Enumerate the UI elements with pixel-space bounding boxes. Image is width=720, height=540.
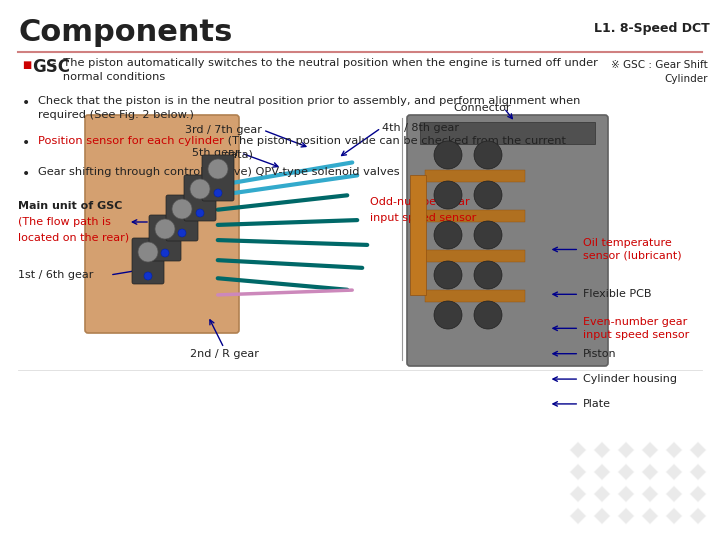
Text: Cylinder housing: Cylinder housing	[583, 374, 678, 384]
Polygon shape	[593, 508, 611, 524]
Polygon shape	[593, 464, 611, 481]
Bar	[425, 210, 525, 222]
Text: 4th / 8th gear: 4th / 8th gear	[382, 123, 459, 133]
Circle shape	[144, 272, 152, 280]
Bar	[420, 122, 595, 144]
Polygon shape	[570, 485, 586, 502]
Text: (The piston position value can be checked from the current
data): (The piston position value can be checke…	[224, 136, 566, 160]
Text: ※ GSC : Gear Shift
Cylinder: ※ GSC : Gear Shift Cylinder	[611, 60, 708, 84]
Circle shape	[196, 209, 204, 217]
Text: 3rd / 7th gear: 3rd / 7th gear	[185, 125, 262, 135]
Circle shape	[155, 219, 175, 239]
Text: Oil temperature
sensor (lubricant): Oil temperature sensor (lubricant)	[583, 238, 682, 261]
Text: Flexible PCB: Flexible PCB	[583, 289, 652, 299]
Text: GSC: GSC	[32, 58, 70, 76]
Text: 2nd / R gear: 2nd / R gear	[189, 349, 258, 359]
Polygon shape	[642, 485, 658, 502]
FancyBboxPatch shape	[202, 155, 234, 201]
Text: located on the rear): located on the rear)	[18, 233, 129, 243]
Circle shape	[190, 179, 210, 199]
Bar	[410, 175, 426, 295]
Circle shape	[474, 221, 502, 249]
FancyBboxPatch shape	[184, 175, 216, 221]
Text: •: •	[22, 136, 30, 150]
Polygon shape	[642, 508, 658, 524]
Polygon shape	[642, 464, 658, 481]
Polygon shape	[665, 508, 683, 524]
Polygon shape	[690, 464, 706, 481]
Text: input speed sensor: input speed sensor	[370, 213, 476, 223]
Circle shape	[474, 181, 502, 209]
Polygon shape	[665, 442, 683, 458]
FancyBboxPatch shape	[407, 115, 608, 366]
Text: Components: Components	[18, 18, 233, 47]
Circle shape	[434, 181, 462, 209]
Circle shape	[474, 261, 502, 289]
Text: •: •	[22, 96, 30, 110]
Circle shape	[474, 141, 502, 169]
Polygon shape	[618, 464, 634, 481]
Text: Piston: Piston	[583, 349, 617, 359]
Bar	[425, 250, 525, 262]
Text: Main unit of GSC: Main unit of GSC	[18, 201, 122, 211]
Text: Gear shifting through control of (five) QPV-type solenoid valves: Gear shifting through control of (five) …	[38, 167, 400, 178]
Polygon shape	[690, 442, 706, 458]
Text: Plate: Plate	[583, 399, 611, 409]
Text: (The flow path is: (The flow path is	[18, 217, 111, 227]
Text: Even-number gear
input speed sensor: Even-number gear input speed sensor	[583, 317, 690, 340]
Text: Connector: Connector	[453, 103, 510, 113]
Polygon shape	[665, 464, 683, 481]
Polygon shape	[690, 485, 706, 502]
Text: •: •	[22, 167, 30, 181]
Bar	[425, 170, 525, 182]
Text: Check that the piston is in the neutral position prior to assembly, and perform : Check that the piston is in the neutral …	[38, 96, 580, 120]
Polygon shape	[618, 485, 634, 502]
FancyBboxPatch shape	[149, 215, 181, 261]
Polygon shape	[593, 485, 611, 502]
Polygon shape	[690, 508, 706, 524]
Text: -  The piston automatically switches to the neutral position when the engine is : - The piston automatically switches to t…	[52, 58, 598, 82]
Polygon shape	[570, 464, 586, 481]
Circle shape	[172, 199, 192, 219]
Circle shape	[138, 242, 158, 262]
Circle shape	[434, 221, 462, 249]
Circle shape	[434, 141, 462, 169]
Polygon shape	[593, 442, 611, 458]
Circle shape	[161, 249, 169, 257]
Text: ■: ■	[22, 60, 31, 70]
Text: 5th gear: 5th gear	[192, 148, 240, 158]
FancyBboxPatch shape	[85, 115, 239, 333]
Bar	[425, 290, 525, 302]
Circle shape	[434, 301, 462, 329]
Circle shape	[214, 189, 222, 197]
Text: Odd-number gear: Odd-number gear	[370, 197, 469, 207]
Polygon shape	[642, 442, 658, 458]
FancyBboxPatch shape	[132, 238, 164, 284]
FancyBboxPatch shape	[166, 195, 198, 241]
Polygon shape	[618, 442, 634, 458]
Polygon shape	[618, 508, 634, 524]
Polygon shape	[665, 485, 683, 502]
Text: 1st / 6th gear: 1st / 6th gear	[18, 270, 94, 280]
Circle shape	[434, 261, 462, 289]
Circle shape	[178, 229, 186, 237]
Text: Position sensor for each cylinder: Position sensor for each cylinder	[38, 136, 224, 146]
Circle shape	[208, 159, 228, 179]
Circle shape	[474, 301, 502, 329]
Polygon shape	[570, 508, 586, 524]
Text: L1. 8-Speed DCT: L1. 8-Speed DCT	[594, 22, 710, 35]
Polygon shape	[570, 442, 586, 458]
